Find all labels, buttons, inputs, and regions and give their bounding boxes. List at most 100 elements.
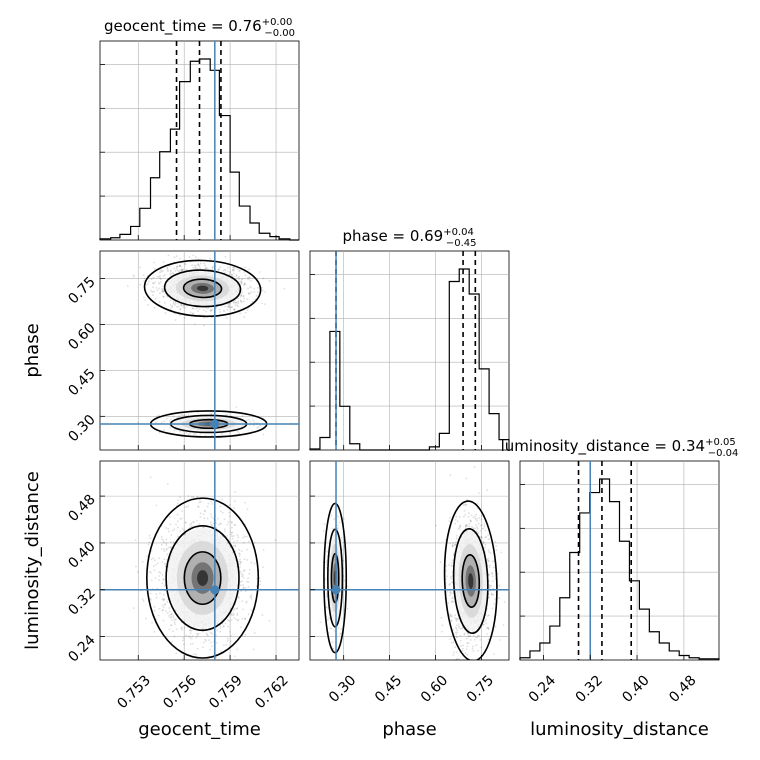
sample-point [182, 643, 185, 646]
sample-point [230, 612, 232, 615]
sample-point [181, 414, 184, 416]
sample-point [172, 302, 175, 305]
sample-point [261, 302, 264, 305]
sample-point [476, 526, 479, 529]
density-ring [197, 570, 209, 586]
sample-point [191, 264, 194, 266]
sample-point [246, 580, 249, 583]
sample-point [463, 633, 466, 636]
title-minus: −0.04 [708, 448, 739, 459]
sample-point [149, 571, 152, 574]
sample-point [452, 654, 455, 656]
sample-point [458, 658, 461, 660]
sample-point [225, 643, 228, 646]
sample-point [193, 264, 196, 267]
sample-point [337, 626, 340, 629]
sample-point [170, 534, 173, 536]
sample-point [210, 515, 213, 518]
sample-point [152, 276, 155, 279]
sample-point [132, 607, 135, 610]
sample-point [211, 632, 214, 635]
sample-point [234, 524, 237, 526]
sample-point [490, 584, 493, 587]
sample-point [497, 597, 500, 600]
sample-point [148, 280, 151, 283]
sample-point [462, 515, 465, 518]
sample-point [458, 516, 461, 518]
sample-point [171, 272, 174, 275]
sample-point [170, 616, 173, 618]
sample-point [159, 281, 162, 283]
sample-point [185, 268, 187, 271]
sample-point [169, 304, 172, 306]
sample-point [459, 524, 462, 527]
sample-point [495, 545, 497, 547]
sample-point [158, 607, 161, 610]
sample-point [168, 420, 171, 423]
sample-point [264, 291, 267, 294]
sample-point [206, 633, 209, 636]
sample-point [480, 524, 483, 527]
sample-point [482, 527, 485, 530]
sample-point [245, 535, 248, 538]
sample-point [196, 495, 199, 498]
hist-title-luminosity_distance: luminosity_distance = 0.34+0.05 −0.04 [501, 437, 739, 459]
sample-point [164, 312, 167, 314]
sample-point [218, 308, 221, 311]
sample-point [224, 622, 227, 625]
sample-point [209, 631, 212, 634]
sample-point [219, 510, 222, 513]
sample-point [228, 511, 231, 514]
sample-point [236, 304, 239, 307]
sample-point [235, 406, 238, 408]
sample-point [150, 558, 153, 561]
sample-point [166, 553, 168, 556]
sample-point [184, 263, 187, 266]
sample-point [454, 518, 457, 521]
sample-point [171, 612, 173, 615]
sample-point [172, 415, 175, 418]
sample-point [477, 649, 480, 652]
sample-point [217, 523, 220, 526]
sample-point [160, 535, 163, 538]
sample-point [240, 300, 242, 303]
sample-point [253, 291, 255, 293]
sample-point [274, 539, 277, 541]
sample-point [177, 499, 180, 502]
sample-point [242, 570, 245, 572]
sample-point [149, 537, 152, 539]
sample-point [248, 285, 251, 288]
sample-point [231, 273, 233, 276]
sample-point [243, 569, 246, 571]
sample-point [465, 524, 468, 527]
sample-point [193, 433, 196, 436]
sample-point [196, 634, 199, 637]
sample-point [182, 268, 184, 271]
sample-point [234, 304, 237, 306]
sample-point [173, 621, 176, 624]
sample-point [173, 635, 176, 638]
sample-point [257, 425, 260, 428]
sample-point [165, 547, 168, 550]
sample-point [161, 573, 164, 576]
sample-point [239, 560, 242, 563]
sample-point [475, 530, 478, 533]
sample-point [148, 541, 151, 544]
sample-point [183, 304, 185, 307]
hist-panel-luminosity_distance: luminosity_distance = 0.34+0.05 −0.04 [501, 437, 739, 661]
sample-point [169, 272, 172, 275]
sample-point [450, 576, 452, 578]
sample-point [455, 627, 458, 630]
sample-point [234, 545, 237, 548]
sample-point [211, 434, 213, 437]
sample-point [227, 303, 230, 306]
sample-point [452, 592, 454, 595]
sample-point [234, 655, 236, 658]
sample-point [165, 610, 167, 612]
sample-point [148, 534, 151, 537]
sample-point [250, 561, 253, 564]
sample-point [175, 618, 177, 621]
sample-point [491, 560, 494, 563]
sample-point [322, 530, 325, 532]
sample-point [456, 658, 458, 660]
